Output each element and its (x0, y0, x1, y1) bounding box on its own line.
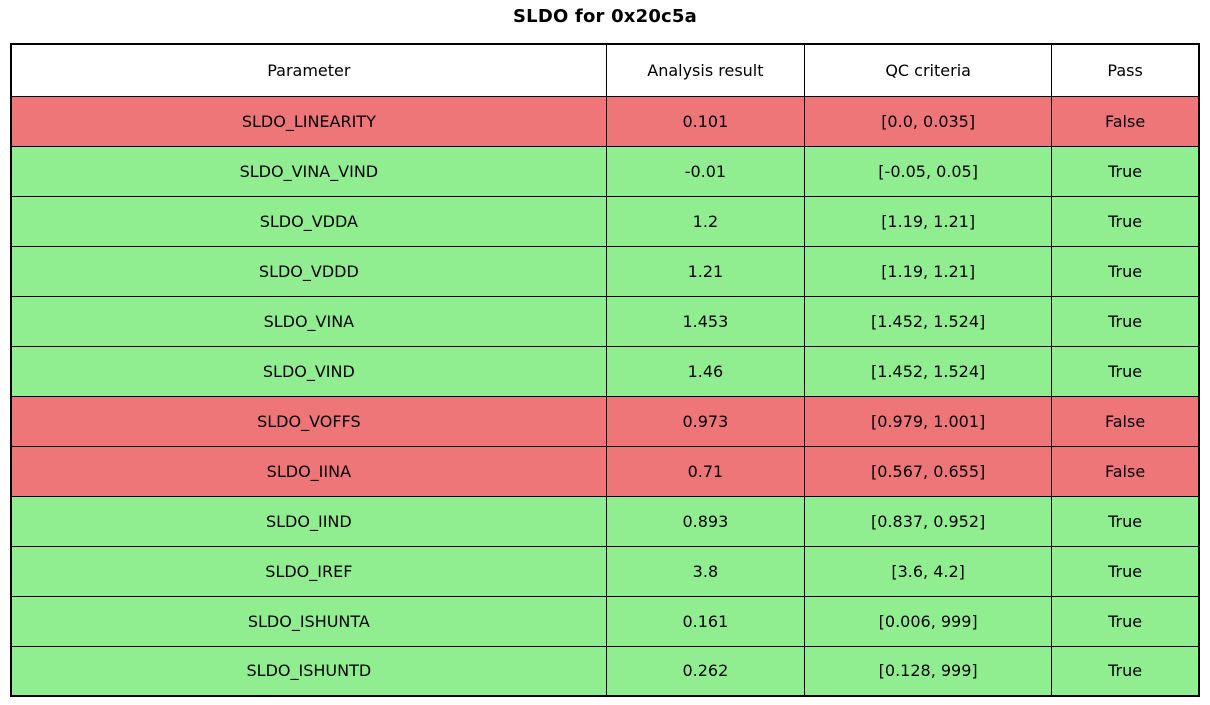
cell-pass: True (1051, 145, 1200, 197)
cell-analysis_result: 1.453 (605, 295, 806, 347)
cell-analysis_result: 1.46 (605, 345, 806, 397)
cell-qc_criteria: [1.19, 1.21] (804, 195, 1053, 247)
cell-analysis_result: -0.01 (605, 145, 806, 197)
cell-pass: True (1051, 295, 1200, 347)
cell-parameter: SLDO_VOFFS (10, 395, 607, 447)
cell-pass: False (1051, 95, 1200, 147)
cell-pass: True (1051, 345, 1200, 397)
cell-pass: True (1051, 495, 1200, 547)
cell-qc_criteria: [1.19, 1.21] (804, 245, 1053, 297)
table-row: SLDO_VOFFS 0.973 [0.979, 1.001] False (10, 395, 1200, 447)
cell-analysis_result: 1.21 (605, 245, 806, 297)
cell-analysis_result: 0.262 (605, 645, 806, 697)
cell-qc_criteria: [-0.05, 0.05] (804, 145, 1053, 197)
column-header: Pass (1051, 43, 1200, 97)
qc-results-table: Parameter Analysis result QC criteria Pass … (10, 43, 1200, 697)
cell-analysis_result: 0.71 (605, 445, 806, 497)
table-row: SLDO_ISHUNTD 0.262 [0.128, 999] True (10, 645, 1200, 697)
cell-analysis_result: 3.8 (605, 545, 806, 597)
cell-parameter: SLDO_IINA (10, 445, 607, 497)
table-row: SLDO_VDDD 1.21 [1.19, 1.21] True (10, 245, 1200, 297)
cell-parameter: SLDO_VDDA (10, 195, 607, 247)
cell-pass: True (1051, 195, 1200, 247)
column-header: Analysis result (605, 43, 806, 97)
cell-parameter: SLDO_VINA_VIND (10, 145, 607, 197)
cell-parameter: SLDO_LINEARITY (10, 95, 607, 147)
cell-qc_criteria: [3.6, 4.2] (804, 545, 1053, 597)
cell-analysis_result: 0.893 (605, 495, 806, 547)
cell-analysis_result: 0.161 (605, 595, 806, 647)
table-row: SLDO_VINA 1.453 [1.452, 1.524] True (10, 295, 1200, 347)
cell-qc_criteria: [0.979, 1.001] (804, 395, 1053, 447)
cell-qc_criteria: [0.128, 999] (804, 645, 1053, 697)
cell-qc_criteria: [0.567, 0.655] (804, 445, 1053, 497)
table-row: SLDO_VDDA 1.2 [1.19, 1.21] True (10, 195, 1200, 247)
cell-qc_criteria: [0.0, 0.035] (804, 95, 1053, 147)
table-row: SLDO_LINEARITY 0.101 [0.0, 0.035] False (10, 95, 1200, 147)
table-body: SLDO_LINEARITY 0.101 [0.0, 0.035] False SLDO… (10, 95, 1200, 697)
column-header: Parameter (10, 43, 607, 97)
cell-parameter: SLDO_ISHUNTA (10, 595, 607, 647)
cell-qc_criteria: [0.006, 999] (804, 595, 1053, 647)
table-row: SLDO_IINA 0.71 [0.567, 0.655] False (10, 445, 1200, 497)
column-header: QC criteria (804, 43, 1053, 97)
cell-pass: True (1051, 245, 1200, 297)
cell-pass: True (1051, 595, 1200, 647)
cell-qc_criteria: [1.452, 1.524] (804, 295, 1053, 347)
cell-parameter: SLDO_VIND (10, 345, 607, 397)
cell-analysis_result: 0.101 (605, 95, 806, 147)
table-row: SLDO_ISHUNTA 0.161 [0.006, 999] True (10, 595, 1200, 647)
cell-parameter: SLDO_IIND (10, 495, 607, 547)
cell-analysis_result: 0.973 (605, 395, 806, 447)
cell-pass: True (1051, 545, 1200, 597)
page-title: SLDO for 0x20c5a (512, 6, 697, 27)
cell-qc_criteria: [1.452, 1.524] (804, 345, 1053, 397)
cell-parameter: SLDO_VINA (10, 295, 607, 347)
cell-analysis_result: 1.2 (605, 195, 806, 247)
cell-parameter: SLDO_IREF (10, 545, 607, 597)
header-row: Parameter Analysis result QC criteria Pass (10, 43, 1200, 97)
table-row: SLDO_VINA_VIND -0.01 [-0.05, 0.05] True (10, 145, 1200, 197)
cell-pass: False (1051, 445, 1200, 497)
table-row: SLDO_VIND 1.46 [1.452, 1.524] True (10, 345, 1200, 397)
table-row: SLDO_IIND 0.893 [0.837, 0.952] True (10, 495, 1200, 547)
table-row: SLDO_IREF 3.8 [3.6, 4.2] True (10, 545, 1200, 597)
cell-parameter: SLDO_ISHUNTD (10, 645, 607, 697)
cell-pass: False (1051, 395, 1200, 447)
cell-pass: True (1051, 645, 1200, 697)
cell-parameter: SLDO_VDDD (10, 245, 607, 297)
cell-qc_criteria: [0.837, 0.952] (804, 495, 1053, 547)
